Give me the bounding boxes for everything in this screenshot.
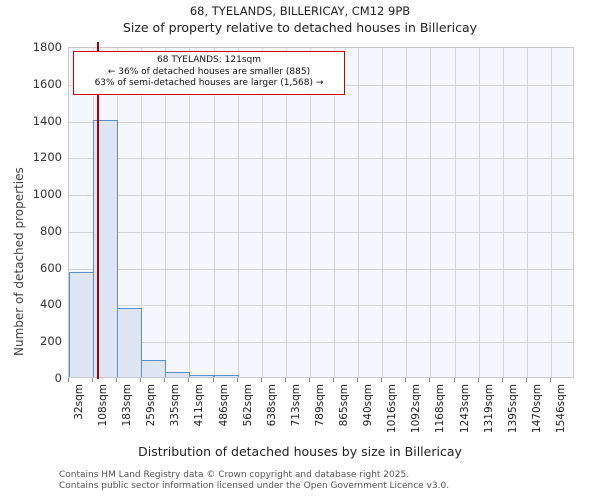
annotation-box: 68 TYELANDS: 121sqm ← 36% of detached ho… xyxy=(73,51,345,95)
gridline-horizontal xyxy=(69,268,573,270)
y-tick-label: 1600 xyxy=(32,76,62,91)
x-tick-mark xyxy=(164,378,165,382)
x-tick-mark xyxy=(454,378,455,382)
chart-title: 68, TYELANDS, BILLERICAY, CM12 9PB xyxy=(189,4,411,18)
gridline-vertical xyxy=(262,48,263,377)
gridline-vertical xyxy=(214,48,215,377)
bar xyxy=(93,119,118,377)
y-tick-label: 1800 xyxy=(32,40,62,54)
gridline-vertical xyxy=(503,48,504,377)
y-tick-label: 400 xyxy=(40,297,62,312)
gridline-horizontal xyxy=(69,195,573,197)
x-tick-mark xyxy=(357,378,358,382)
plot-area xyxy=(68,42,574,379)
x-tick-mark xyxy=(429,378,430,382)
gridline-vertical xyxy=(334,48,335,377)
bar xyxy=(69,272,94,377)
gridline-vertical xyxy=(430,48,431,377)
footer-line-1: Contains HM Land Registry data © Crown c… xyxy=(59,470,410,480)
gridline-horizontal xyxy=(69,158,573,160)
gridline-vertical xyxy=(310,48,311,377)
x-tick-mark xyxy=(405,378,406,382)
annotation-line-3: 63% of semi-detached houses are larger (… xyxy=(94,78,324,88)
gridline-vertical xyxy=(165,48,166,377)
x-tick-mark xyxy=(550,378,551,382)
footer-attribution: Contains HM Land Registry data © Crown c… xyxy=(59,470,449,492)
y-tick-label: 600 xyxy=(40,260,62,275)
bar xyxy=(165,371,190,377)
x-tick-mark xyxy=(381,378,382,382)
x-tick-mark xyxy=(478,378,479,382)
gridline-vertical xyxy=(455,48,456,377)
chart-subtitle: Size of property relative to detached ho… xyxy=(122,20,478,35)
bar xyxy=(189,375,214,377)
chart-title-block: 68, TYELANDS, BILLERICAY, CM12 9PB Size … xyxy=(0,3,600,36)
gridline-vertical xyxy=(479,48,480,377)
x-tick-mark xyxy=(502,378,503,382)
annotation-line-2: ← 36% of detached houses are smaller (88… xyxy=(107,66,311,77)
gridline-vertical xyxy=(358,48,359,377)
x-tick-mark xyxy=(237,378,238,382)
footer-line-2: Contains public sector information licen… xyxy=(59,481,450,491)
y-tick-label: 800 xyxy=(40,223,62,238)
gridline-horizontal xyxy=(69,121,573,123)
gridline-horizontal xyxy=(69,342,573,344)
bar xyxy=(141,360,166,377)
y-tick-label: 200 xyxy=(40,334,62,349)
x-tick-mark xyxy=(188,378,189,382)
gridline-vertical xyxy=(189,48,190,377)
y-tick-label: 1400 xyxy=(32,113,62,128)
x-tick-mark xyxy=(285,378,286,382)
gridline-vertical xyxy=(551,48,552,377)
property-marker-line xyxy=(97,42,100,379)
x-tick-mark xyxy=(92,378,93,382)
x-tick-mark xyxy=(140,378,141,382)
x-axis-label: Distribution of detached houses by size … xyxy=(138,444,462,459)
y-tick-label: 0 xyxy=(54,371,62,385)
gridline-vertical xyxy=(238,48,239,377)
gridline-vertical xyxy=(527,48,528,377)
gridline-horizontal xyxy=(69,231,573,233)
x-tick-mark xyxy=(526,378,527,382)
x-tick-mark xyxy=(213,378,214,382)
gridline-vertical xyxy=(406,48,407,377)
x-tick-mark xyxy=(333,378,334,382)
gridline-vertical xyxy=(382,48,383,377)
y-tick-label: 1000 xyxy=(32,187,62,202)
x-tick-mark xyxy=(68,378,69,382)
gridline-vertical xyxy=(286,48,287,377)
x-tick-mark xyxy=(309,378,310,382)
x-tick-mark xyxy=(116,378,117,382)
bar xyxy=(117,308,142,377)
x-tick-mark xyxy=(261,378,262,382)
annotation-line-1: 68 TYELANDS: 121sqm xyxy=(157,55,261,65)
y-tick-label: 1200 xyxy=(32,150,62,165)
gridline-horizontal xyxy=(69,305,573,307)
bar xyxy=(214,375,239,377)
gridline-vertical xyxy=(141,48,142,377)
